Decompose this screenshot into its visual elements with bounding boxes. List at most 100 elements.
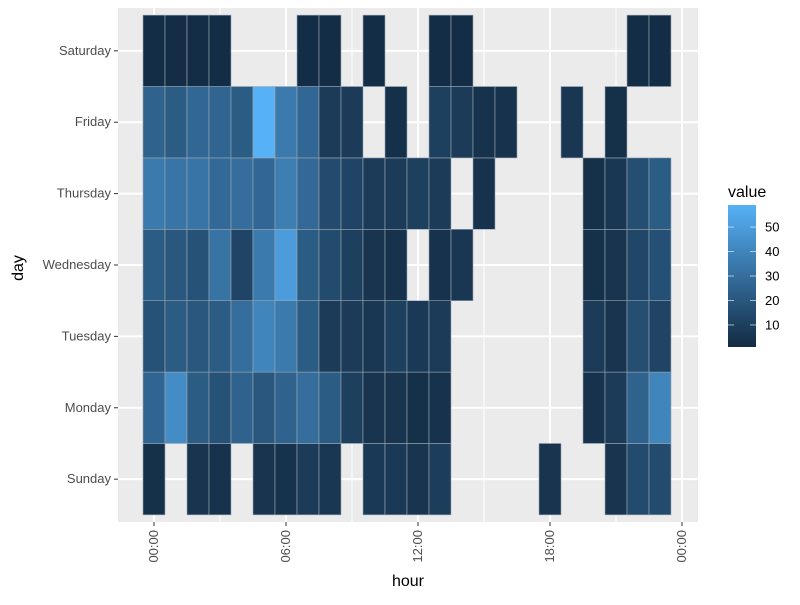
- tile-friday-3: [208, 86, 232, 159]
- tile-sunday-12: [406, 443, 430, 516]
- tile-saturday-22: [626, 14, 650, 87]
- tile-thursday-23: [648, 157, 672, 230]
- x-axis-title: hour: [392, 573, 425, 590]
- tile-thursday-10: [362, 157, 386, 230]
- tile-sunday-8: [318, 443, 342, 516]
- tile-thursday-1: [164, 157, 188, 230]
- tile-wednesday-9: [340, 229, 364, 301]
- tile-wednesday-5: [252, 229, 276, 301]
- tile-saturday-1: [164, 14, 188, 87]
- y-tick-label: Monday: [65, 400, 112, 415]
- legend-title: value: [728, 184, 766, 201]
- x-tick-label: 06:00: [278, 530, 293, 563]
- tile-wednesday-2: [186, 229, 210, 301]
- tile-friday-9: [340, 86, 364, 159]
- tile-thursday-12: [406, 157, 430, 230]
- tile-thursday-15: [472, 157, 496, 230]
- tile-sunday-18: [538, 443, 562, 516]
- tile-saturday-8: [318, 14, 342, 87]
- tile-tuesday-12: [406, 300, 430, 373]
- tile-friday-4: [230, 86, 254, 159]
- tile-sunday-5: [252, 443, 276, 516]
- tile-monday-22: [626, 371, 650, 444]
- tile-saturday-10: [362, 14, 386, 87]
- tile-friday-13: [428, 86, 452, 159]
- tile-tuesday-5: [252, 300, 276, 373]
- tile-friday-8: [318, 86, 342, 159]
- tile-tuesday-4: [230, 300, 254, 373]
- tile-tuesday-21: [604, 300, 628, 373]
- tile-friday-21: [604, 86, 628, 159]
- tile-tuesday-7: [296, 300, 320, 373]
- tile-thursday-11: [384, 157, 408, 230]
- tile-monday-23: [648, 371, 672, 444]
- tile-wednesday-8: [318, 229, 342, 301]
- tile-saturday-0: [142, 14, 166, 87]
- tile-saturday-3: [208, 14, 232, 87]
- tile-thursday-8: [318, 157, 342, 230]
- tile-sunday-23: [648, 443, 672, 516]
- tile-tuesday-3: [208, 300, 232, 373]
- tile-wednesday-11: [384, 229, 408, 301]
- tile-monday-5: [252, 371, 276, 444]
- tile-monday-0: [142, 371, 166, 444]
- tile-friday-14: [450, 86, 474, 159]
- tile-tuesday-6: [274, 300, 298, 373]
- legend: value 10 20 30 40 50: [728, 184, 779, 347]
- tile-sunday-6: [274, 443, 298, 516]
- tile-thursday-4: [230, 157, 254, 230]
- x-tick-label: 00:00: [674, 530, 689, 563]
- tile-tuesday-8: [318, 300, 342, 373]
- y-tick-label: Tuesday: [62, 328, 112, 343]
- tile-saturday-23: [648, 14, 672, 87]
- x-tick-label: 00:00: [146, 530, 161, 563]
- tile-monday-6: [274, 371, 298, 444]
- tile-tuesday-0: [142, 300, 166, 373]
- tile-tuesday-9: [340, 300, 364, 373]
- tile-sunday-10: [362, 443, 386, 516]
- tile-wednesday-23: [648, 229, 672, 301]
- tile-wednesday-21: [604, 229, 628, 301]
- tile-friday-16: [494, 86, 518, 159]
- tile-sunday-3: [208, 443, 232, 516]
- tile-sunday-13: [428, 443, 452, 516]
- y-tick-label: Sunday: [67, 471, 112, 486]
- tile-monday-13: [428, 371, 452, 444]
- tile-friday-5: [252, 86, 276, 159]
- legend-tick-label: 10: [765, 317, 779, 332]
- tile-tuesday-1: [164, 300, 188, 373]
- tile-thursday-5: [252, 157, 276, 230]
- x-axis: 00:00 06:00 12:00 18:00 00:00: [146, 522, 689, 563]
- x-tick-label: 12:00: [410, 530, 425, 563]
- tile-friday-1: [164, 86, 188, 159]
- tile-monday-8: [318, 371, 342, 444]
- tile-tuesday-11: [384, 300, 408, 373]
- tile-saturday-2: [186, 14, 210, 87]
- y-tick-label: Saturday: [59, 43, 112, 58]
- legend-tick-label: 50: [765, 220, 779, 235]
- tile-saturday-13: [428, 14, 452, 87]
- tile-saturday-14: [450, 14, 474, 87]
- tile-saturday-7: [296, 14, 320, 87]
- tile-sunday-21: [604, 443, 628, 516]
- y-tick-label: Friday: [75, 114, 112, 129]
- tile-wednesday-7: [296, 229, 320, 301]
- tile-wednesday-10: [362, 229, 386, 301]
- tile-tuesday-23: [648, 300, 672, 373]
- tile-monday-11: [384, 371, 408, 444]
- x-tick-label: 18:00: [542, 530, 557, 563]
- tile-tuesday-2: [186, 300, 210, 373]
- tile-wednesday-4: [230, 229, 254, 301]
- tile-monday-9: [340, 371, 364, 444]
- tile-tuesday-22: [626, 300, 650, 373]
- tile-sunday-0: [142, 443, 166, 516]
- tile-sunday-22: [626, 443, 650, 516]
- tile-thursday-20: [582, 157, 606, 230]
- tile-thursday-6: [274, 157, 298, 230]
- tile-wednesday-6: [274, 229, 298, 301]
- tile-friday-6: [274, 86, 298, 159]
- tile-monday-3: [208, 371, 232, 444]
- tile-wednesday-3: [208, 229, 232, 301]
- tile-tuesday-13: [428, 300, 452, 373]
